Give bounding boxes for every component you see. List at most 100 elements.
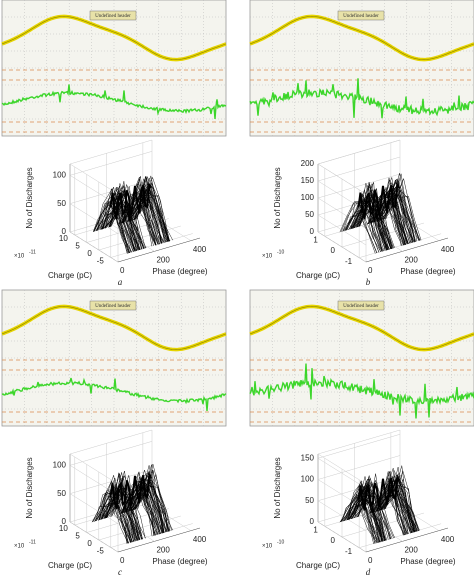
header-box xyxy=(337,10,385,21)
axis-line xyxy=(117,237,201,263)
grid-line xyxy=(317,156,401,182)
z-tick-label: 50 xyxy=(57,489,66,498)
grid-line xyxy=(317,231,367,263)
pd-signal-trace xyxy=(249,78,474,119)
grid-line xyxy=(317,434,401,459)
box-edge xyxy=(69,163,119,195)
voltage-trace-edge xyxy=(249,16,474,60)
scope-capture: Undefined header xyxy=(1,289,227,427)
phase-axis-title: Phase (degree) xyxy=(152,557,207,566)
panel-caption: c xyxy=(118,567,122,575)
discharge-mesh xyxy=(339,493,378,544)
charge-tick-label: -1 xyxy=(345,257,353,266)
scope-capture: Undefined header xyxy=(249,0,474,137)
phase-tick-label: 400 xyxy=(193,245,207,254)
grid-line xyxy=(69,465,119,496)
discharge-mesh xyxy=(134,176,173,241)
grid-line xyxy=(317,521,367,553)
charge-axis-title: Charge (pC) xyxy=(296,271,340,280)
grid-line xyxy=(317,139,401,165)
grid-line xyxy=(69,203,119,234)
discharge-mesh xyxy=(109,205,144,249)
z-tick-label: 0 xyxy=(310,517,315,526)
discharge-mesh xyxy=(354,181,390,250)
charge-tick-label: 0 xyxy=(331,246,336,255)
header-box xyxy=(89,300,137,311)
discharge-mesh xyxy=(358,481,391,540)
phase-axis-title: Phase (degree) xyxy=(400,267,455,276)
phase-tick-label: 0 xyxy=(368,556,373,565)
z-axis-title: No of Discharges xyxy=(273,167,282,228)
discharge-mesh xyxy=(351,485,387,541)
discharge-mesh xyxy=(381,173,418,242)
discharge-mesh xyxy=(96,186,132,253)
panel-caption: b xyxy=(366,277,371,287)
discharge-mesh xyxy=(102,183,141,250)
charge-tick-label: -1 xyxy=(345,547,353,556)
charge-axis-title: Charge (pC) xyxy=(296,561,340,570)
discharge-mesh xyxy=(92,490,128,544)
grid-line xyxy=(74,500,157,526)
axis-line xyxy=(117,527,201,553)
charge-tick-label: 0 xyxy=(87,539,92,548)
z-tick-label: 0 xyxy=(62,517,67,526)
axis-line xyxy=(365,527,449,553)
grid-line xyxy=(86,218,169,243)
exponent: -10 xyxy=(277,539,284,545)
charge-tick-label: 5 xyxy=(75,242,80,251)
discharge-mesh xyxy=(348,485,383,542)
z-axis-title: No of Discharges xyxy=(273,457,282,518)
charge-tick-label: 0 xyxy=(331,536,336,545)
phase-tick-label: 400 xyxy=(441,535,455,544)
discharge-mesh xyxy=(122,176,159,245)
charge-tick-label: -5 xyxy=(97,547,105,556)
discharge-mesh xyxy=(93,201,129,254)
z-tick-label: 50 xyxy=(305,496,314,505)
grid-line xyxy=(69,441,153,466)
z-tick-label: 200 xyxy=(301,159,315,168)
axis-line xyxy=(365,237,449,263)
panel-caption: d xyxy=(366,567,371,575)
discharge-mesh xyxy=(346,194,383,252)
z-tick-label: 50 xyxy=(305,210,314,219)
header-box xyxy=(89,10,137,21)
scope-header: Undefined header xyxy=(95,14,131,19)
z-tick-label: 0 xyxy=(62,227,67,236)
discharge-mesh xyxy=(136,463,172,531)
discharge-mesh xyxy=(122,483,158,535)
grid-line xyxy=(106,511,155,542)
scope-header: Undefined header xyxy=(343,304,379,309)
box-edge xyxy=(69,453,119,485)
pd-signal-trace xyxy=(1,377,227,412)
phase-tick-label: 200 xyxy=(156,255,170,264)
header-box xyxy=(337,300,385,311)
discharge-mesh xyxy=(372,476,408,535)
exponent: -10 xyxy=(277,249,284,255)
discharge-mesh xyxy=(123,179,157,246)
z-tick-label: 100 xyxy=(301,193,315,202)
discharge-mesh xyxy=(350,489,384,542)
z-tick-label: 150 xyxy=(301,453,315,462)
phase-tick-label: 200 xyxy=(404,545,418,554)
phase-tick-label: 200 xyxy=(404,255,418,264)
discharge-ridge xyxy=(357,182,401,220)
z-tick-label: 100 xyxy=(53,170,67,179)
z-tick-label: 50 xyxy=(57,199,66,208)
discharge-mesh xyxy=(100,472,138,541)
charge-tick-label: 0 xyxy=(87,249,92,258)
charge-tick-label: 10 xyxy=(59,234,68,243)
discharge-mesh xyxy=(370,480,406,535)
discharge-mesh xyxy=(130,470,167,533)
grid-line xyxy=(317,455,401,480)
grid-line xyxy=(69,151,153,176)
grid-line xyxy=(69,231,119,263)
charge-tick-label: 5 xyxy=(75,532,80,541)
discharge-mesh xyxy=(342,497,379,543)
discharge-mesh xyxy=(128,469,165,533)
discharge-mesh xyxy=(342,201,380,253)
discharge-mesh xyxy=(135,487,174,531)
grid-line xyxy=(69,175,119,206)
